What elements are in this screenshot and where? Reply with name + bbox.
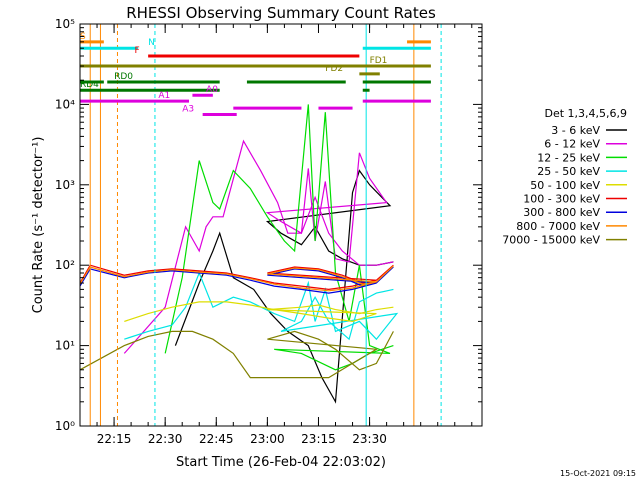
legend-label-8: 7000 - 15000 keV — [502, 234, 600, 247]
series-line-6 — [79, 266, 394, 294]
axis-layer: 10⁰ 10¹ 10² 10³ 10⁴ 10⁵ 22:15 22:30 22:45 23:00 23… — [55, 17, 482, 446]
footer-timestamp: 15-Oct-2021 09:15 — [560, 469, 636, 478]
flag-label-18: A3 — [182, 104, 194, 114]
series-line-8 — [79, 330, 394, 379]
x-tick-label-5: 23:30 — [352, 432, 387, 446]
series-line-7 — [79, 265, 394, 292]
legend-label-6: 300 - 800 keV — [523, 206, 600, 219]
flag-label-13: A0 — [206, 85, 218, 95]
series-line-4 — [124, 301, 394, 323]
flag-label-14: A1 — [158, 91, 170, 101]
legend-label-0: 3 - 6 keV — [551, 124, 600, 137]
legend-title: Det 1,3,4,5,6,9 — [544, 107, 627, 120]
y-tick-label-0: 10⁰ — [55, 419, 75, 433]
x-tick-label-4: 23:15 — [301, 432, 336, 446]
y-tick-label-1: 10¹ — [55, 339, 75, 353]
legend-label-1: 6 - 12 keV — [544, 138, 600, 151]
legend-label-3: 25 - 50 keV — [537, 165, 600, 178]
y-axis-label: Count Rate (s⁻¹ detector⁻¹) — [31, 137, 46, 314]
overlay-layer: SNFFD1FD2RD0RD4A0A1A3 — [80, 24, 442, 426]
flag-label-11: RD4 — [80, 80, 99, 90]
flag-label-6: FD2 — [325, 64, 343, 74]
series-line-2 — [164, 104, 394, 371]
plot-frame — [79, 23, 483, 427]
legend-label-2: 12 - 25 keV — [537, 151, 600, 164]
series-line-0 — [174, 169, 394, 404]
flag-label-7: RD0 — [114, 72, 133, 82]
series-line-1 — [123, 139, 394, 354]
chart-title: RHESSI Observing Summary Count Rates — [126, 4, 436, 22]
y-tick-label-2: 10² — [55, 258, 75, 272]
flag-label-2: N — [148, 38, 155, 48]
x-tick-label-0: 22:15 — [97, 432, 132, 446]
legend-label-7: 800 - 7000 keV — [516, 220, 600, 233]
legend-label-5: 100 - 300 keV — [523, 193, 600, 206]
series-line-5 — [79, 264, 394, 291]
y-tick-label-4: 10⁴ — [55, 97, 75, 111]
flag-label-5: FD1 — [370, 56, 388, 66]
x-axis-label: Start Time (26-Feb-04 22:03:02) — [176, 455, 386, 470]
legend-label-4: 50 - 100 keV — [530, 179, 600, 192]
x-tick-label-1: 22:30 — [148, 432, 183, 446]
x-tick-label-3: 23:00 — [250, 432, 285, 446]
y-tick-label-3: 10³ — [55, 178, 75, 192]
flag-label-4: F — [135, 46, 140, 56]
series-layer — [79, 104, 399, 404]
x-tick-label-2: 22:45 — [199, 432, 234, 446]
y-tick-label-5: 10⁵ — [55, 17, 75, 31]
